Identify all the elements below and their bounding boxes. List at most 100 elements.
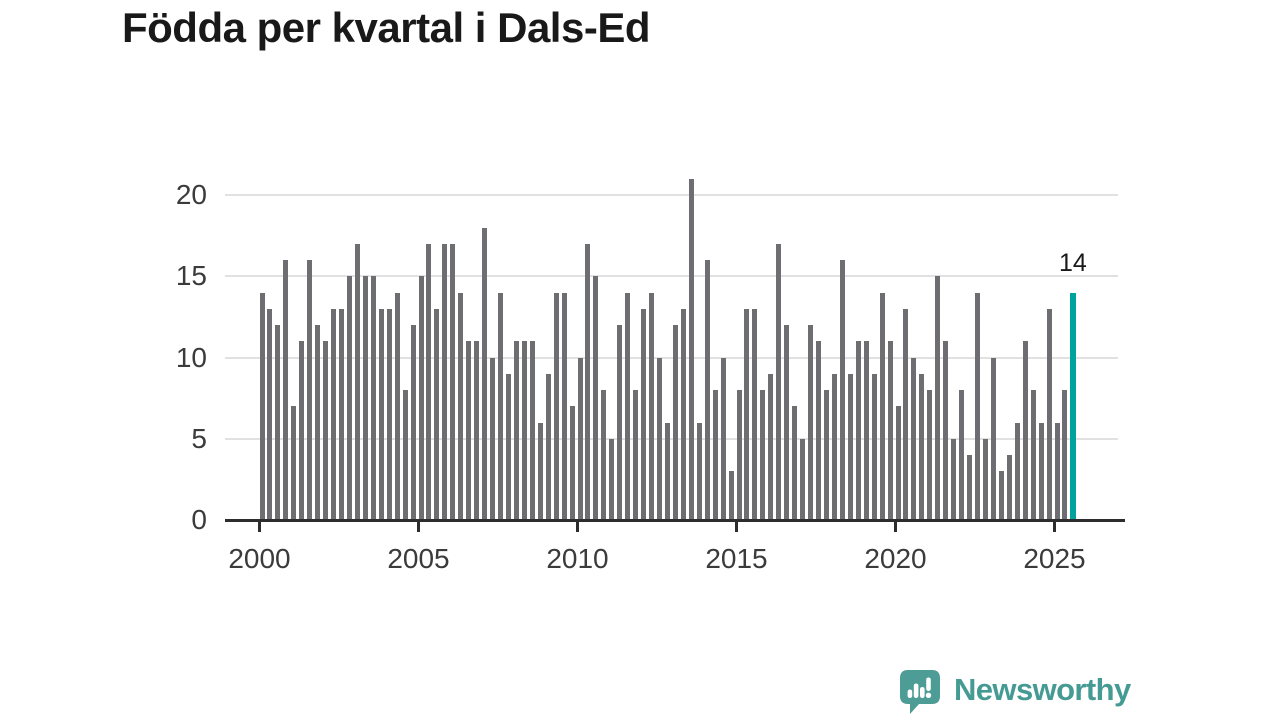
bar — [919, 373, 925, 520]
bar — [275, 325, 281, 520]
bar — [680, 308, 686, 520]
bar — [800, 438, 806, 520]
y-axis-label: 10 — [175, 341, 207, 373]
chart-title: Födda per kvartal i Dals-Ed — [122, 4, 651, 51]
x-axis-tick — [258, 520, 261, 532]
bar — [672, 325, 678, 520]
bar — [633, 390, 639, 520]
bar — [1014, 422, 1020, 520]
bar — [283, 260, 289, 520]
bar — [967, 455, 973, 520]
x-axis-label: 2020 — [864, 543, 927, 574]
gridline — [225, 275, 1118, 278]
x-axis-label: 2010 — [546, 543, 609, 574]
bar — [346, 276, 352, 520]
bar — [585, 243, 591, 520]
bar — [537, 422, 543, 520]
bar — [394, 292, 400, 520]
bar — [386, 308, 392, 520]
bar — [752, 308, 758, 520]
y-axis-label: 0 — [191, 504, 207, 535]
x-axis-label: 2005 — [387, 543, 450, 574]
bar — [831, 373, 837, 520]
x-axis-tick — [735, 520, 738, 532]
bar — [370, 276, 376, 520]
bar — [259, 292, 265, 520]
bar — [267, 308, 273, 520]
newsworthy-logo-icon — [900, 670, 940, 714]
gridline — [225, 194, 1118, 196]
x-axis-tick — [417, 520, 420, 532]
bar — [513, 341, 519, 520]
bar — [323, 341, 329, 520]
bar — [466, 341, 472, 520]
bar — [657, 357, 662, 520]
bar — [975, 292, 980, 520]
bar — [291, 406, 297, 520]
x-axis-tick — [894, 520, 897, 532]
bar — [847, 373, 853, 520]
bar — [505, 373, 511, 520]
bar — [911, 357, 917, 520]
bar — [1046, 308, 1052, 520]
bar — [776, 243, 782, 520]
bar — [521, 341, 527, 520]
bar — [664, 422, 670, 520]
bar — [982, 438, 988, 520]
gridline — [225, 356, 1118, 359]
bar — [990, 357, 996, 520]
bar — [315, 325, 321, 520]
bar — [744, 308, 750, 520]
bar — [895, 406, 901, 520]
bar — [418, 276, 424, 520]
bar — [577, 357, 583, 520]
bar — [696, 422, 702, 520]
y-axis-label: 15 — [175, 260, 207, 292]
bar — [839, 260, 845, 520]
y-axis-label: 20 — [175, 179, 207, 210]
x-axis-label: 2025 — [1023, 543, 1086, 574]
bar — [903, 308, 909, 520]
bar — [816, 341, 821, 520]
bar — [736, 390, 742, 520]
bar — [529, 341, 535, 520]
newsworthy-wordmark: Newsworthy — [954, 672, 1131, 707]
bar — [1062, 390, 1068, 520]
highlighted-bar — [1069, 292, 1076, 520]
bar — [569, 406, 575, 520]
bar — [625, 292, 631, 520]
bar — [855, 341, 861, 520]
bar — [641, 308, 647, 520]
bar — [1022, 341, 1028, 520]
bar — [863, 341, 869, 520]
newsworthy-branding: Newsworthy — [899, 668, 1169, 716]
x-axis-label: 2000 — [228, 543, 291, 574]
bar — [720, 357, 726, 520]
bar — [426, 243, 432, 520]
bar — [617, 325, 623, 520]
x-axis-line — [225, 519, 1125, 522]
bar — [490, 357, 496, 520]
bar — [545, 373, 551, 520]
bar — [943, 341, 949, 520]
bar — [1038, 422, 1044, 520]
bar — [402, 390, 408, 520]
bar — [299, 341, 305, 520]
bar — [712, 390, 718, 520]
bar — [1054, 422, 1060, 520]
bar — [704, 260, 710, 520]
bar — [434, 308, 440, 520]
bar — [354, 243, 360, 520]
bar — [871, 373, 877, 520]
bar — [362, 276, 368, 520]
bar — [935, 276, 941, 520]
bar — [768, 373, 774, 520]
bar — [498, 292, 503, 520]
bar — [378, 308, 384, 520]
bar — [1006, 455, 1012, 520]
bar — [887, 341, 893, 520]
bar — [823, 390, 829, 520]
bar — [760, 390, 766, 520]
bar — [688, 178, 694, 520]
